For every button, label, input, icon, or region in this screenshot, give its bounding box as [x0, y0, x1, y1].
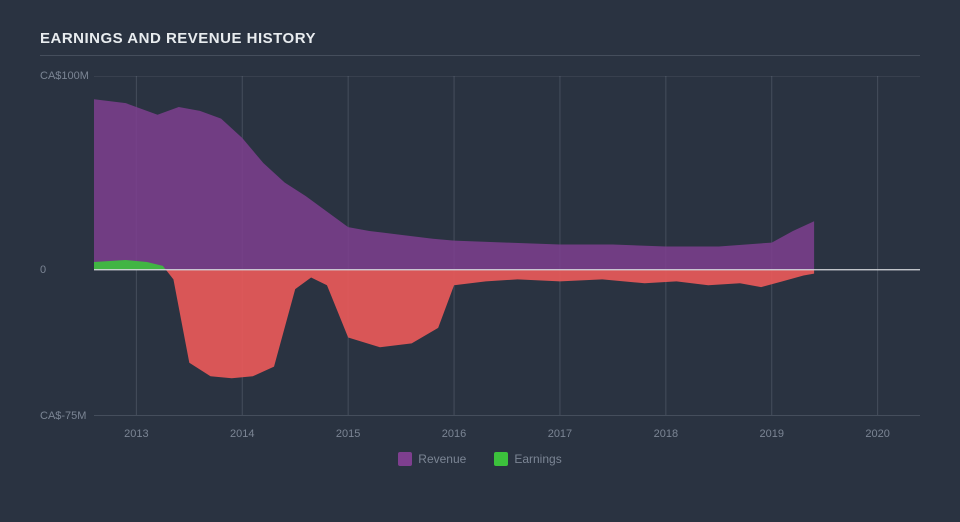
legend-label: Earnings: [514, 452, 561, 466]
legend-swatch: [494, 452, 508, 466]
y-tick-label: CA$-75M: [40, 410, 86, 422]
plot-wrap: 2013 2014 2015 2016 2017 2018 2019 2020 CA$100M…: [40, 66, 920, 446]
x-tick-label: 2013: [124, 428, 148, 440]
chart-container: EARNINGS AND REVENUE HISTORY 20132014201…: [0, 0, 960, 522]
x-tick-label: 2016: [442, 428, 466, 440]
x-tick-label: 2015: [336, 428, 360, 440]
x-tick-label: 2018: [654, 428, 678, 440]
plot-area: [94, 76, 920, 416]
legend-item: Earnings: [494, 452, 561, 466]
title-underline: [40, 55, 920, 56]
legend-label: Revenue: [418, 452, 466, 466]
x-tick-label: 2019: [759, 428, 783, 440]
y-tick-label: 0: [40, 264, 46, 276]
x-tick-label: 2020: [865, 428, 889, 440]
area-chart-svg: [94, 76, 920, 415]
legend: Revenue Earnings: [40, 452, 920, 469]
x-tick-label: 2017: [548, 428, 572, 440]
chart-title: EARNINGS AND REVENUE HISTORY: [40, 30, 920, 47]
x-tick-label: 2014: [230, 428, 254, 440]
legend-item: Revenue: [398, 452, 466, 466]
x-axis-labels: 2013 2014 2015 2016 2017 2018 2019 2020: [94, 424, 920, 446]
legend-swatch: [398, 452, 412, 466]
earnings-area-negative: [166, 270, 814, 378]
y-tick-label: CA$100M: [40, 70, 89, 82]
